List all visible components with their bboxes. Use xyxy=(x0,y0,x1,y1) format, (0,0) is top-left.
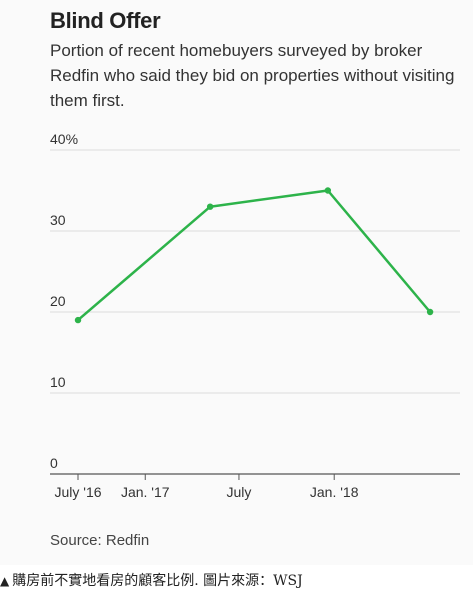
y-tick-label: 0 xyxy=(50,455,58,471)
x-tick-label: Jan. '17 xyxy=(121,484,170,500)
data-point xyxy=(74,316,82,324)
x-tick-label: July '16 xyxy=(54,484,101,500)
data-point xyxy=(324,187,332,194)
x-tick-label: July xyxy=(226,484,251,500)
chart-source: Source: Redfin xyxy=(50,532,150,549)
line-chart: 0 10 20 30 40% July '16 Jan. '17 July Jan. '18 xyxy=(50,131,460,500)
y-tick-label: 30 xyxy=(50,212,66,228)
data-point xyxy=(426,308,434,316)
y-tick-label: 40% xyxy=(50,131,78,147)
x-tick-label: Jan. '18 xyxy=(310,484,359,500)
y-tick-label: 10 xyxy=(50,374,66,390)
chart-card: Blind Offer Portion of recent homebuyers… xyxy=(50,8,460,549)
y-tick-label: 20 xyxy=(50,293,66,309)
image-caption: ▲ 購房前不實地看房的顧客比例. 圖片來源：WSJ xyxy=(0,570,473,590)
caption-text: 購房前不實地看房的顧客比例. 圖片來源：WSJ xyxy=(12,573,303,589)
chart-subtitle: Portion of recent homebuyers surveyed by… xyxy=(50,41,455,110)
data-point xyxy=(206,203,214,210)
chart-title: Blind Offer xyxy=(50,8,161,33)
series-line xyxy=(77,189,432,322)
triangle-icon: ▲ xyxy=(0,574,10,588)
